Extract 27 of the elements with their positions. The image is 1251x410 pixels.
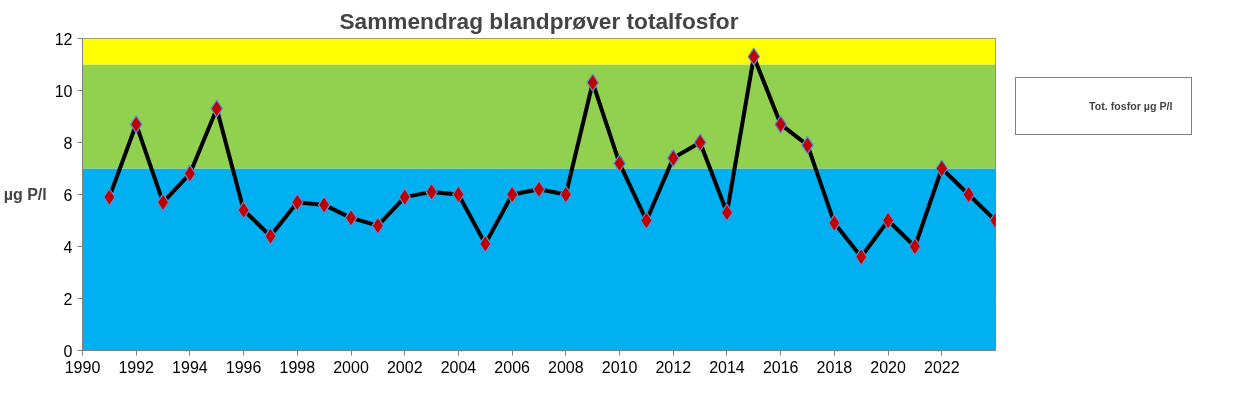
x-tick-label: 1998 (279, 358, 316, 376)
x-tick-label: 2004 (440, 358, 477, 376)
x-tick-label: 2022 (924, 358, 960, 376)
y-tick-label: 4 (63, 238, 73, 256)
y-tick-label: 10 (54, 82, 73, 100)
x-tick-label: 1992 (118, 358, 155, 376)
x-tick-label: 2020 (870, 358, 906, 376)
x-tick-label: 2006 (494, 358, 531, 376)
x-tick-label: 2000 (333, 358, 369, 376)
x-tick-label: 1990 (64, 358, 101, 376)
y-tick-label: 0 (63, 342, 73, 360)
y-axis-title: µg P/l (3, 186, 47, 203)
x-tick-label: 2018 (816, 358, 853, 376)
x-tick-label: 2014 (709, 358, 745, 376)
y-tick-label: 8 (63, 134, 73, 152)
x-tick-label: 2008 (548, 358, 584, 376)
x-tick-label: 1996 (225, 358, 262, 376)
x-tick-label: 2012 (655, 358, 692, 376)
y-tick-label: 6 (63, 186, 73, 204)
y-tick-label: 12 (54, 30, 73, 48)
text: Tot. fosfor µg P/l (1089, 100, 1173, 112)
chart-title: Sammendrag blandprøver totalfosfor (339, 7, 739, 34)
x-tick-label: 2002 (386, 358, 423, 376)
x-tick-label: 2016 (762, 358, 799, 376)
y-tick-label: 2 (63, 290, 73, 308)
x-tick-label: 1994 (172, 358, 208, 376)
x-tick-label: 2010 (601, 358, 638, 376)
